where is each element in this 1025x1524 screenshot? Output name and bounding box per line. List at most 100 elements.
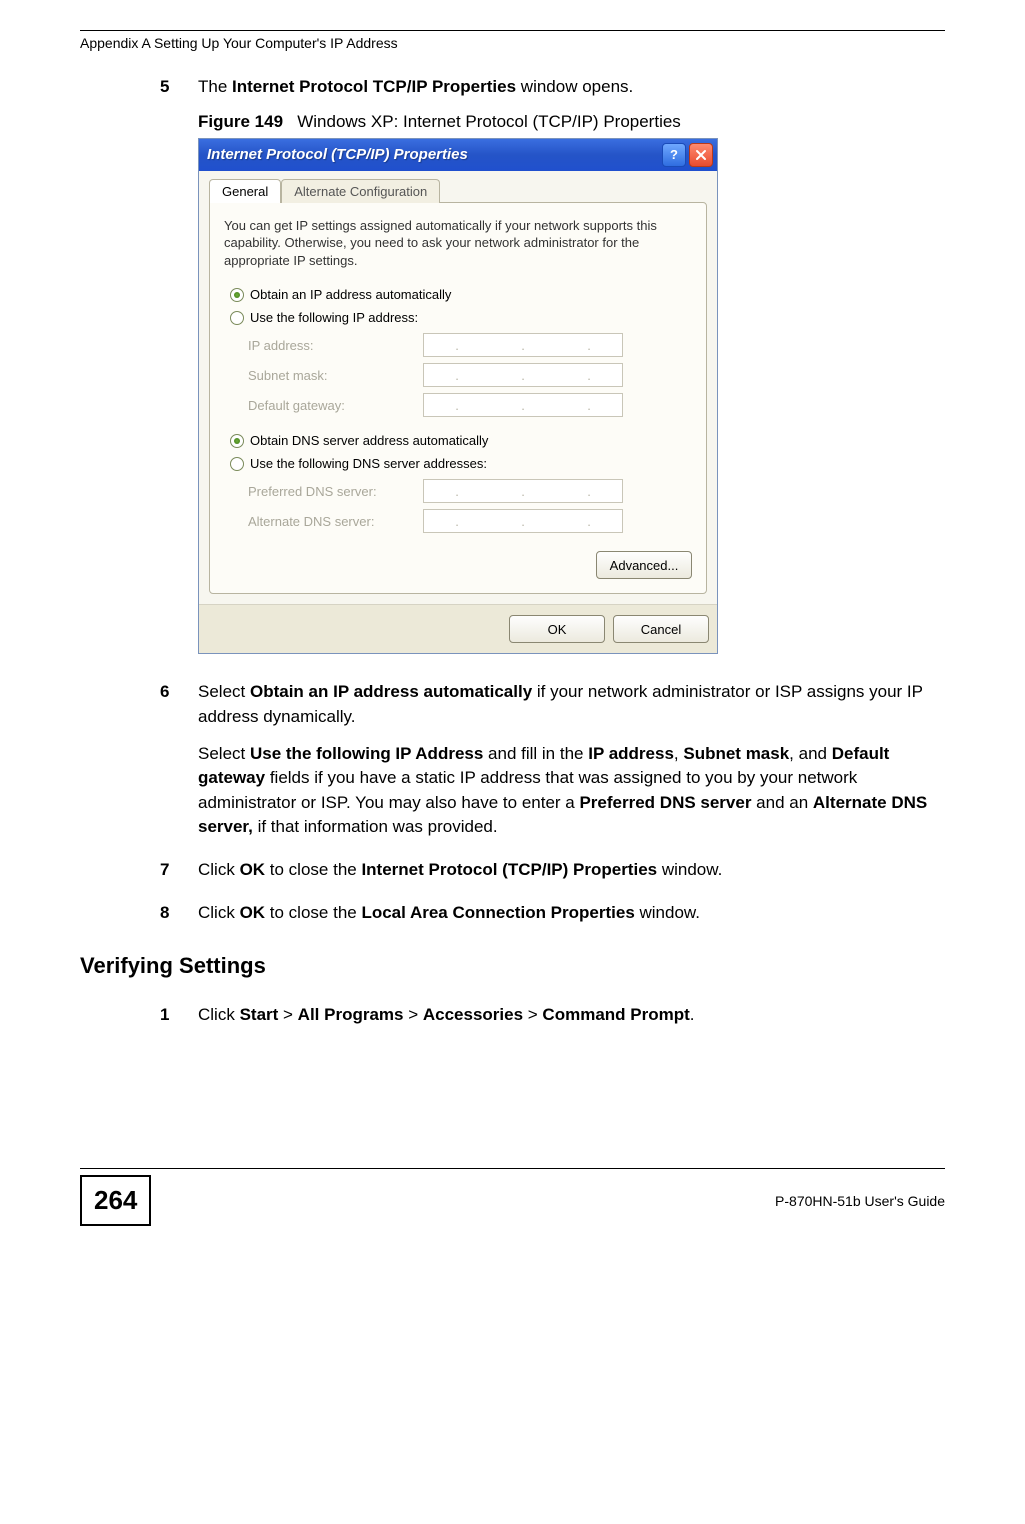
radio-icon xyxy=(230,311,244,325)
s6-bold: Obtain an IP address automatically xyxy=(250,682,532,701)
label-alternate-dns: Alternate DNS server: xyxy=(248,514,423,529)
titlebar-buttons: ? xyxy=(662,143,713,167)
s6p2c: and fill in the xyxy=(483,744,588,763)
page-header: Appendix A Setting Up Your Computer's IP… xyxy=(80,35,945,75)
step-6-paragraph-2: Select Use the following IP Address and … xyxy=(198,742,945,841)
help-button[interactable]: ? xyxy=(662,143,686,167)
input-subnet-mask[interactable]: ... xyxy=(423,363,623,387)
ip-fields: IP address: ... Subnet mask: ... Default… xyxy=(248,333,692,417)
step-8-num: 8 xyxy=(160,901,180,926)
row-alternate-dns: Alternate DNS server: ... xyxy=(248,509,692,533)
header-rule xyxy=(80,30,945,31)
row-default-gateway: Default gateway: ... xyxy=(248,393,692,417)
radio-icon xyxy=(230,434,244,448)
vs1h: Command Prompt xyxy=(542,1005,689,1024)
verify-step-1: 1 Click Start > All Programs > Accessori… xyxy=(160,1003,945,1028)
appendix-title: Appendix A Setting Up Your Computer's IP… xyxy=(80,35,398,51)
s8c: to close the xyxy=(265,903,361,922)
verify-step-1-num: 1 xyxy=(160,1003,180,1028)
advanced-row: Advanced... xyxy=(224,551,692,579)
advanced-button[interactable]: Advanced... xyxy=(596,551,692,579)
step-7-num: 7 xyxy=(160,858,180,883)
cancel-button[interactable]: Cancel xyxy=(613,615,709,643)
step5-post: window opens. xyxy=(516,77,633,96)
vs1g: > xyxy=(523,1005,542,1024)
s6p2a: Select xyxy=(198,744,250,763)
vs1b: Start xyxy=(240,1005,279,1024)
radio-use-dns[interactable]: Use the following DNS server addresses: xyxy=(230,456,692,471)
radio-use-dns-label: Use the following DNS server addresses: xyxy=(250,456,487,471)
s7a: Click xyxy=(198,860,240,879)
s6p2b: Use the following IP Address xyxy=(250,744,483,763)
page-footer: 264 P-870HN-51b User's Guide xyxy=(80,1175,945,1226)
dialog-title: Internet Protocol (TCP/IP) Properties xyxy=(207,146,468,163)
page-container: Appendix A Setting Up Your Computer's IP… xyxy=(0,0,1025,1256)
step-6-text: Select Obtain an IP address automaticall… xyxy=(198,680,945,729)
s6p2g: , and xyxy=(789,744,832,763)
step-5-text: The Internet Protocol TCP/IP Properties … xyxy=(198,75,633,100)
dialog-body: General Alternate Configuration You can … xyxy=(199,171,717,605)
close-button[interactable] xyxy=(689,143,713,167)
step-8: 8 Click OK to close the Local Area Conne… xyxy=(160,901,945,926)
step-5: 5 The Internet Protocol TCP/IP Propertie… xyxy=(160,75,945,654)
label-subnet-mask: Subnet mask: xyxy=(248,368,423,383)
vs1i: . xyxy=(690,1005,695,1024)
step-5-num: 5 xyxy=(160,75,180,100)
guide-title: P-870HN-51b User's Guide xyxy=(775,1193,945,1209)
radio-icon xyxy=(230,457,244,471)
figure-label: Figure 149 xyxy=(198,112,283,131)
step5-pre: The xyxy=(198,77,232,96)
step-6: 6 Select Obtain an IP address automatica… xyxy=(160,680,945,840)
vs1d: All Programs xyxy=(298,1005,404,1024)
tab-general[interactable]: General xyxy=(209,179,281,203)
ok-button[interactable]: OK xyxy=(509,615,605,643)
s8b: OK xyxy=(240,903,266,922)
s6p2m: if that information was provided. xyxy=(253,817,498,836)
s8e: window. xyxy=(635,903,700,922)
row-preferred-dns: Preferred DNS server: ... xyxy=(248,479,692,503)
dns-fields: Preferred DNS server: ... Alternate DNS … xyxy=(248,479,692,533)
verify-step-1-text: Click Start > All Programs > Accessories… xyxy=(198,1003,695,1028)
row-subnet-mask: Subnet mask: ... xyxy=(248,363,692,387)
tab-panel-general: You can get IP settings assigned automat… xyxy=(209,202,707,595)
s6p2e: , xyxy=(674,744,683,763)
input-alternate-dns[interactable]: ... xyxy=(423,509,623,533)
s7c: to close the xyxy=(265,860,361,879)
figure-caption: Figure 149 Windows XP: Internet Protocol… xyxy=(198,112,945,132)
step-6-num: 6 xyxy=(160,680,180,729)
vs1e: > xyxy=(403,1005,422,1024)
input-preferred-dns[interactable]: ... xyxy=(423,479,623,503)
radio-obtain-dns-label: Obtain DNS server address automatically xyxy=(250,433,488,448)
label-ip-address: IP address: xyxy=(248,338,423,353)
radio-obtain-dns[interactable]: Obtain DNS server address automatically xyxy=(230,433,692,448)
s8d: Local Area Connection Properties xyxy=(361,903,634,922)
xp-titlebar: Internet Protocol (TCP/IP) Properties ? xyxy=(199,139,717,171)
figure-caption-text: Windows XP: Internet Protocol (TCP/IP) P… xyxy=(297,112,681,131)
tab-strip: General Alternate Configuration xyxy=(209,179,707,203)
radio-obtain-ip-label: Obtain an IP address automatically xyxy=(250,287,451,302)
label-preferred-dns: Preferred DNS server: xyxy=(248,484,423,499)
s8a: Click xyxy=(198,903,240,922)
page-number: 264 xyxy=(80,1175,151,1226)
dialog-footer: OK Cancel xyxy=(199,604,717,653)
dialog-description: You can get IP settings assigned automat… xyxy=(224,217,692,270)
vs1c: > xyxy=(278,1005,297,1024)
xp-dialog: Internet Protocol (TCP/IP) Properties ? … xyxy=(198,138,718,655)
step5-bold: Internet Protocol TCP/IP Properties xyxy=(232,77,516,96)
radio-obtain-ip[interactable]: Obtain an IP address automatically xyxy=(230,287,692,302)
radio-use-ip[interactable]: Use the following IP address: xyxy=(230,310,692,325)
verifying-settings-heading: Verifying Settings xyxy=(80,953,945,979)
row-ip-address: IP address: ... xyxy=(248,333,692,357)
vs1f: Accessories xyxy=(423,1005,523,1024)
s7b: OK xyxy=(240,860,266,879)
radio-icon xyxy=(230,288,244,302)
label-default-gateway: Default gateway: xyxy=(248,398,423,413)
radio-use-ip-label: Use the following IP address: xyxy=(250,310,418,325)
input-default-gateway[interactable]: ... xyxy=(423,393,623,417)
step-8-text: Click OK to close the Local Area Connect… xyxy=(198,901,700,926)
tab-alternate[interactable]: Alternate Configuration xyxy=(281,179,440,203)
s6p2k: and an xyxy=(751,793,812,812)
step-7: 7 Click OK to close the Internet Protoco… xyxy=(160,858,945,883)
close-icon xyxy=(695,149,707,161)
input-ip-address[interactable]: ... xyxy=(423,333,623,357)
